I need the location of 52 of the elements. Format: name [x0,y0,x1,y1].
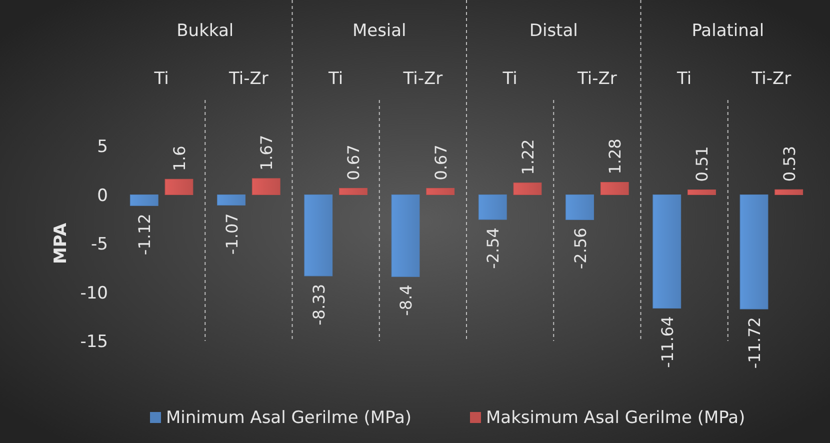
legend-label: Maksimum Asal Gerilme (MPa) [486,408,746,428]
x-tick-label: Ti-Zr [402,69,443,89]
data-label: 1.67 [257,134,276,170]
text: Palatinal [692,21,764,41]
y-tick-label: 0 [97,186,108,206]
data-label: -1.07 [222,213,242,255]
x-tick-label: Ti-Zr [750,69,792,89]
x-tick-label: Ti [328,69,344,89]
data-label: -8.33 [309,284,328,326]
y-tick-label: -10 [80,283,108,304]
data-label: -2.54 [484,228,503,269]
text: Bukkal [176,21,234,41]
data-label: 0.67 [431,144,450,180]
bar [688,190,716,195]
y-tick-label: -5 [91,234,108,254]
y-tick-label: 5 [97,137,108,157]
bar [164,178,194,195]
data-label: -8.4 [396,284,416,316]
bar [217,194,246,206]
data-label: 1.6 [170,146,189,172]
text: Distal [529,21,578,41]
x-tick-label: Ti-Zr [228,69,268,89]
bar [130,194,158,206]
x-tick-label: Ti [676,69,692,89]
data-label: -11.64 [658,316,677,368]
bar [478,194,507,220]
bar [652,194,682,308]
data-label: -11.72 [745,317,764,369]
data-label: 0.51 [692,146,712,182]
data-label: 0.53 [780,146,799,182]
bar [740,194,768,310]
bar [391,194,420,277]
text: Mesial [352,21,406,41]
x-tick-label: Ti-Zr [576,69,617,89]
bar [774,189,804,195]
bar [426,188,455,195]
y-axis-title: MPA [51,222,71,264]
data-label: -2.56 [570,228,590,270]
bar [600,182,629,195]
bar [339,188,368,195]
data-label: -1.12 [135,214,154,256]
data-label: 1.22 [518,139,538,175]
y-tick-label: -15 [80,332,108,352]
data-label: 1.28 [606,138,625,174]
bar [566,194,594,220]
data-label: 0.67 [344,144,364,180]
legend-label: Minimum Asal Gerilme (MPa) [166,408,412,428]
bar [304,194,333,276]
bar [513,182,542,195]
x-tick-label: Ti [153,69,169,89]
bar [252,178,280,195]
x-tick-label: Ti [502,69,518,89]
